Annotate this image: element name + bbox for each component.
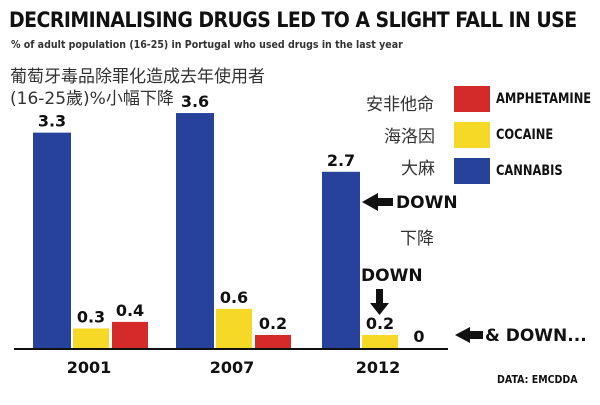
data-label-amphetamine-2001: 0.4 xyxy=(116,301,144,320)
down-small-label: DOWN xyxy=(361,266,423,286)
bar-cannabis-2012 xyxy=(322,171,360,348)
down-label-cn: 下降 xyxy=(400,229,434,249)
bar-amphetamine-2001 xyxy=(112,321,148,348)
chinese-title-line-2: (16-25歲)%小幅下降 xyxy=(10,89,174,109)
legend-cn-cannabis: 大麻 xyxy=(401,159,435,179)
data-label-cocaine-2001: 0.3 xyxy=(77,307,105,326)
legend-swatch-amphetamine xyxy=(454,86,490,112)
bar-cocaine-2007 xyxy=(216,308,252,348)
data-label-cannabis-2012: 2.7 xyxy=(327,151,355,170)
data-label-cocaine-2012: 0.2 xyxy=(366,314,394,333)
x-tick-label-2012: 2012 xyxy=(356,358,401,377)
legend-cn-cocaine: 海洛因 xyxy=(384,127,435,147)
x-tick-label-2007: 2007 xyxy=(210,358,255,377)
data-label-cannabis-2001: 3.3 xyxy=(38,112,66,131)
chinese-title-line-1: 葡萄牙毒品除罪化造成去年使用者 xyxy=(10,67,265,87)
bar-cocaine-2001 xyxy=(73,328,109,348)
data-source: DATA: EMCDDA xyxy=(497,373,578,386)
data-label-amphetamine-2012: 0 xyxy=(413,327,424,346)
chart-title: DECRIMINALISING DRUGS LED TO A SLIGHT FA… xyxy=(9,8,577,32)
chart-subtitle: % of adult population (16-25) in Portuga… xyxy=(11,38,403,51)
legend-swatch-cocaine xyxy=(454,122,490,148)
legend-label-cannabis: CANNABIS xyxy=(496,163,563,179)
bar-cannabis-2001 xyxy=(33,132,71,348)
down-label: DOWN xyxy=(396,193,458,213)
arrow-down-icon xyxy=(370,289,389,315)
and-down-label: & DOWN... xyxy=(485,326,587,346)
data-label-amphetamine-2007: 0.2 xyxy=(259,314,287,333)
data-label-cocaine-2007: 0.6 xyxy=(220,288,248,307)
legend-swatch-cannabis xyxy=(454,158,490,184)
legend-label-cocaine: COCAINE xyxy=(496,127,554,143)
data-label-cannabis-2007: 3.6 xyxy=(181,92,209,111)
x-tick-label-2001: 2001 xyxy=(67,358,112,377)
arrow-left-icon xyxy=(362,193,393,211)
bar-cocaine-2012 xyxy=(362,334,398,348)
legend-cn-amphetamine: 安非他命 xyxy=(366,95,434,115)
legend-label-amphetamine: AMPHETAMINE xyxy=(496,91,592,107)
bar-cannabis-2007 xyxy=(176,113,214,348)
arrow-left-icon xyxy=(455,327,483,343)
bar-amphetamine-2007 xyxy=(255,334,291,348)
